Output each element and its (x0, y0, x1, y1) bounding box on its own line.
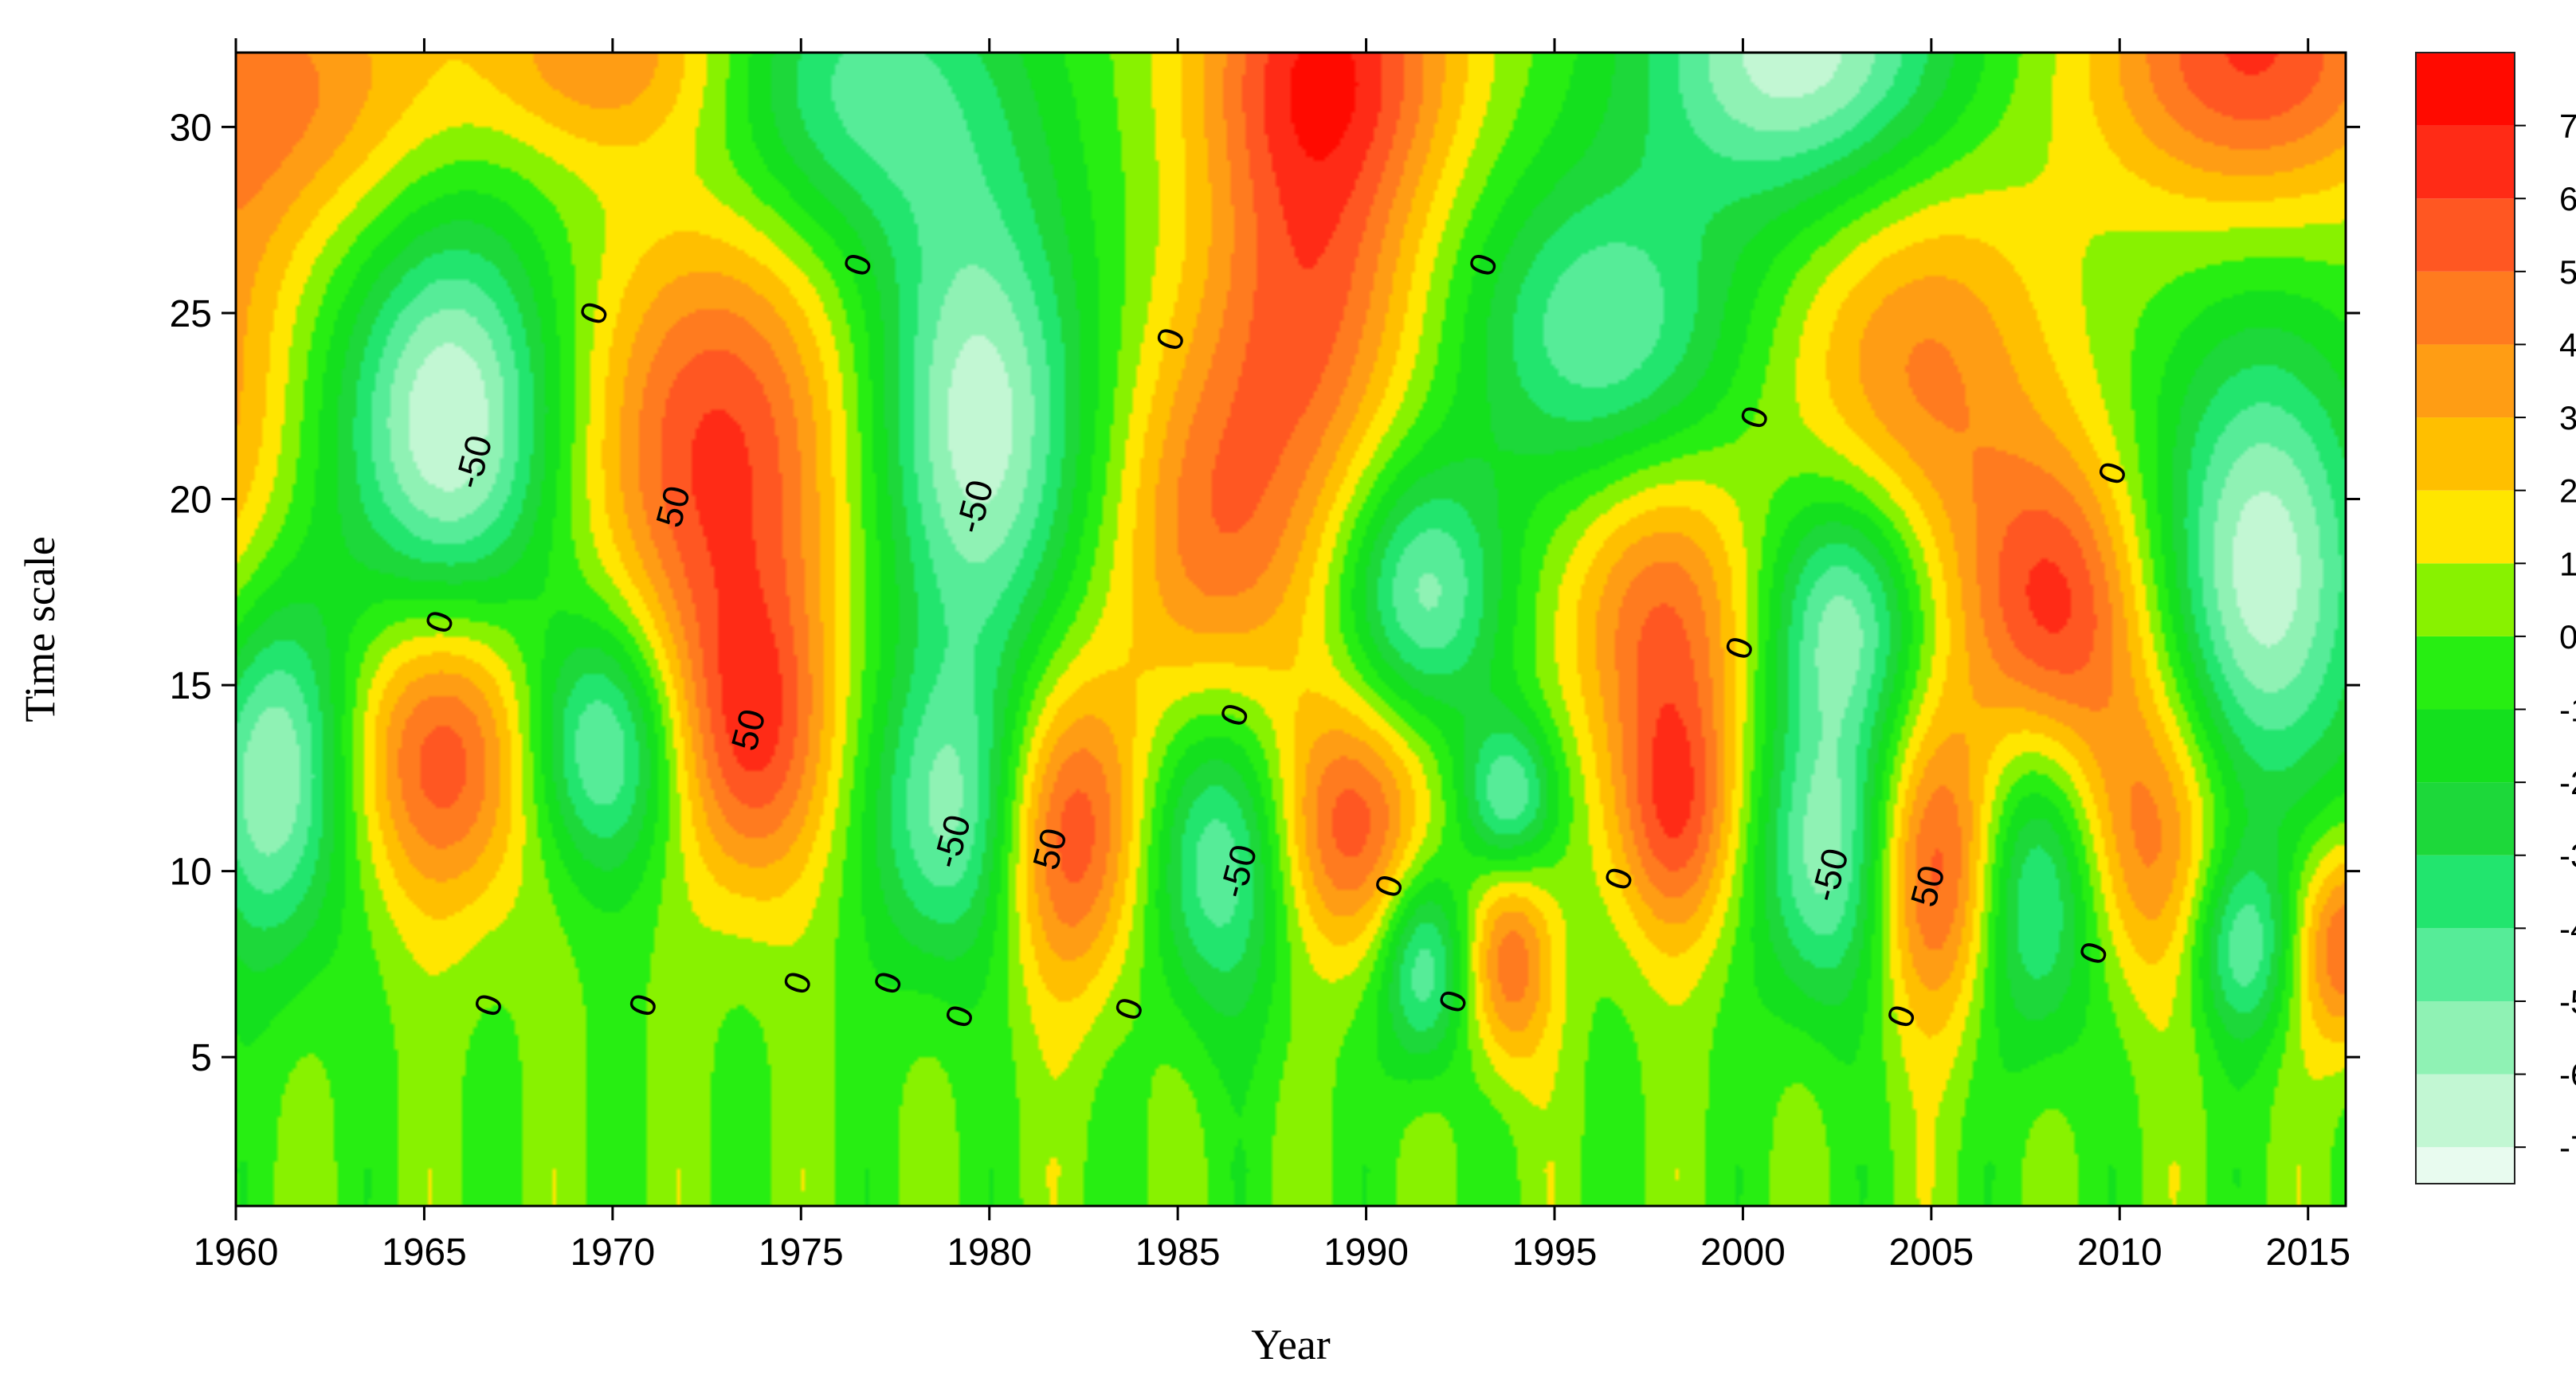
colorbar-swatch (2416, 417, 2515, 491)
contour-field (236, 53, 2346, 1206)
colorbar-label: 20 (2559, 472, 2576, 510)
colorbar-swatch (2416, 1000, 2515, 1075)
colorbar-swatch (2416, 198, 2515, 272)
x-axis: 1960 1965 1970 1975 1980 1985 1990 1995 2000 2005… (194, 38, 2351, 1274)
colorbar-label: 70 (2559, 108, 2576, 145)
y-tick-label: 30 (170, 107, 212, 149)
y-tick-label: 25 (170, 293, 212, 335)
colorbar-label: 30 (2559, 399, 2576, 437)
y-tick-label: 10 (170, 852, 212, 894)
y-axis: 5 10 15 20 25 30 (170, 107, 2360, 1079)
y-tick-label: 15 (170, 665, 212, 707)
colorbar-frame (2415, 52, 2515, 1184)
colorbar-label: -10 (2559, 691, 2576, 729)
y-axis-title: Time scale (16, 536, 64, 722)
x-tick-label: 2015 (2265, 1231, 2351, 1274)
x-tick-label: 2010 (2077, 1231, 2162, 1274)
x-tick-label: 1970 (570, 1231, 655, 1274)
colorbar-swatch (2416, 490, 2515, 564)
colorbar-label: 50 (2559, 253, 2576, 291)
x-tick-label: 1985 (1135, 1231, 1221, 1274)
colorbar-label: 10 (2559, 545, 2576, 582)
x-tick-label: 1965 (382, 1231, 467, 1274)
x-tick-label: 2000 (1700, 1231, 1786, 1274)
colorbar-swatch (2416, 636, 2515, 710)
plot-frame (234, 51, 2347, 1208)
y-tick-label: 5 (190, 1037, 212, 1079)
x-tick-label: 1975 (759, 1231, 844, 1274)
colorbar-label: 0 (2559, 618, 2576, 656)
colorbar-swatch (2416, 928, 2515, 1001)
colorbar-swatch (2416, 855, 2515, 929)
x-tick-label: 1990 (1323, 1231, 1409, 1274)
colorbar-swatch (2416, 271, 2515, 345)
colorbar-swatch (2416, 782, 2515, 855)
colorbar-label: -30 (2559, 837, 2576, 875)
x-tick-label: 2005 (1888, 1231, 1974, 1274)
colorbar-label: 40 (2559, 326, 2576, 363)
y-tick-label: 20 (170, 480, 212, 522)
colorbar-label: -60 (2559, 1056, 2576, 1094)
colorbar-label: -20 (2559, 764, 2576, 801)
x-axis-title: Year (1251, 1321, 1331, 1368)
colorbar: 70 60 50 40 30 20 10 0 -10 -20 -30 -40 -50 -60 -70 (2415, 52, 2576, 1184)
colorbar-label: -50 (2559, 983, 2576, 1020)
x-tick-label: 1995 (1512, 1231, 1598, 1274)
colorbar-swatch (2416, 563, 2515, 636)
x-tick-label: 1960 (194, 1231, 279, 1274)
colorbar-swatch (2416, 1074, 2515, 1148)
colorbar-swatch (2416, 1147, 2515, 1184)
colorbar-swatch (2416, 125, 2515, 199)
colorbar-label: -70 (2559, 1129, 2576, 1166)
colorbar-swatch (2416, 344, 2515, 418)
colorbar-label: 60 (2559, 180, 2576, 217)
colorbar-swatch (2416, 53, 2515, 126)
colorbar-swatch (2416, 709, 2515, 783)
colorbar-label: -40 (2559, 910, 2576, 947)
x-tick-label: 1980 (947, 1231, 1032, 1274)
plot-area (236, 53, 2346, 1206)
